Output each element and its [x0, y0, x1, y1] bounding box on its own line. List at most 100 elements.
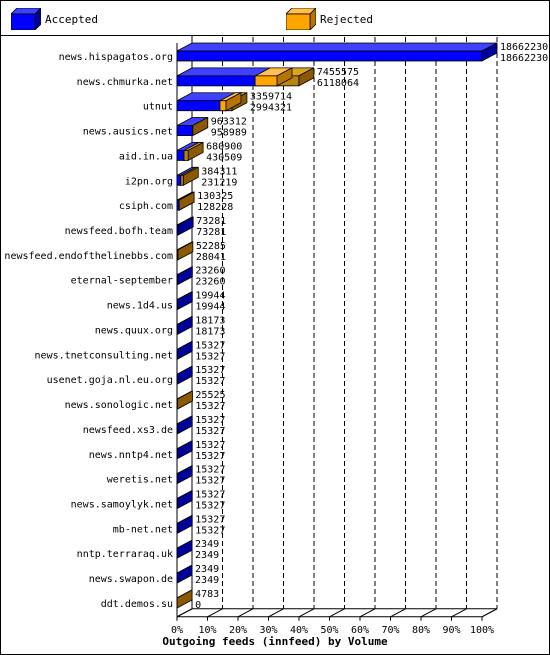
x-tick-label: 0%	[171, 625, 183, 636]
category-label: news.ausics.net	[83, 127, 173, 138]
bar-accepted-excess	[183, 141, 204, 162]
bar-accepted	[176, 365, 193, 385]
category-label: news.1d4.us	[107, 301, 173, 312]
bar-accepted-excess	[176, 589, 193, 609]
legend-label-rejected: Rejected	[320, 13, 373, 26]
category-label: i2pn.org	[125, 176, 173, 187]
x-tick-label: 90%	[442, 625, 460, 636]
legend-label-accepted: Accepted	[45, 13, 98, 26]
value-label-rejected: 128228	[197, 202, 233, 213]
x-tick-label: 20%	[229, 625, 247, 636]
value-label-accepted: 18173	[195, 315, 225, 326]
category-label: news.chmurka.net	[77, 77, 173, 88]
value-label-accepted: 15327	[195, 465, 225, 476]
bar-accepted	[176, 290, 193, 311]
bar-accepted	[176, 464, 193, 485]
value-label-accepted: 15327	[195, 415, 225, 426]
floor-tick	[481, 608, 498, 618]
x-tick-label: 10%	[198, 625, 216, 636]
category-label: newsfeed.bofh.team	[65, 226, 173, 237]
bar-accepted	[176, 489, 193, 510]
floor-tick	[268, 608, 284, 618]
category-label: ddt.demos.su	[101, 599, 173, 610]
bar-accepted	[176, 440, 193, 460]
value-label-accepted: 15327	[195, 489, 225, 500]
x-tick-label: 70%	[381, 625, 399, 636]
category-label: news.quux.org	[95, 325, 173, 336]
floor-tick	[359, 608, 376, 618]
value-label-rejected: 15327	[195, 525, 225, 536]
floor-tick	[420, 608, 437, 618]
value-label-rejected: 2349	[195, 550, 219, 561]
value-label-accepted: 73281	[196, 216, 226, 227]
value-label-rejected: 28041	[196, 252, 226, 263]
value-label-rejected: 23260	[195, 277, 225, 288]
value-label-accepted: 4783	[195, 589, 219, 600]
bar-accepted-excess	[192, 116, 209, 137]
category-label: newsfeed.endofthelinebbs.com	[4, 251, 173, 262]
bar-accepted-excess	[180, 166, 199, 186]
value-label-accepted: 15327	[195, 365, 225, 376]
value-label-rejected: 0	[195, 600, 201, 611]
value-label-accepted: 52285	[196, 241, 226, 252]
bar-rejected	[254, 67, 293, 87]
x-tick-label: 30%	[259, 625, 277, 636]
value-label-rejected: 19944	[195, 302, 225, 313]
category-label: news.sonologic.net	[65, 400, 173, 411]
value-label-rejected: 2349	[195, 575, 219, 586]
bar-accepted	[176, 266, 193, 286]
x-tick-label: 100%	[470, 625, 494, 636]
value-label-accepted: 25525	[195, 390, 225, 401]
value-label-rejected: 15327	[195, 376, 225, 387]
floor-tick	[451, 608, 467, 618]
value-label-rejected: 958989	[211, 128, 247, 139]
value-label-rejected: 15327	[195, 476, 225, 487]
category-label: news.swapon.de	[89, 574, 173, 585]
floor-tick	[207, 608, 223, 618]
category-label: mb-net.net	[113, 524, 173, 535]
value-label-rejected: 15327	[195, 500, 225, 511]
value-label-accepted: 680900	[206, 141, 242, 152]
legend: Accepted Rejected	[1, 1, 549, 36]
floor-tick	[390, 608, 406, 618]
bar-accepted	[176, 216, 194, 236]
category-label: nntp.terraraq.uk	[77, 549, 173, 560]
x-tick-label: 40%	[290, 625, 308, 636]
bar-accepted	[176, 42, 498, 62]
category-label: weretis.net	[107, 475, 173, 486]
value-label-accepted: 3359714	[250, 92, 292, 103]
category-label: news.nntp4.net	[89, 450, 173, 461]
bar-accepted	[176, 315, 193, 336]
value-label-rejected: 73281	[196, 227, 226, 238]
category-label: news.samoylyk.net	[71, 499, 173, 510]
bar-accepted	[176, 415, 193, 435]
bar-accepted	[176, 514, 193, 535]
value-label-accepted: 19944	[195, 291, 225, 302]
value-label-accepted: 23260	[195, 266, 225, 277]
category-label: aid.in.ua	[119, 151, 173, 162]
category-label: news.tnetconsulting.net	[35, 350, 173, 361]
value-label-rejected: 18173	[195, 326, 225, 337]
value-label-rejected: 2994321	[250, 103, 292, 114]
value-label-accepted: 15327	[195, 514, 225, 525]
category-label: news.hispagatos.org	[59, 52, 173, 63]
value-label-accepted: 384311	[201, 166, 237, 177]
value-label-rejected: 15327	[195, 401, 225, 412]
value-label-accepted: 15327	[195, 440, 225, 451]
x-tick-label: 80%	[412, 625, 430, 636]
value-label-accepted: 2349	[195, 564, 219, 575]
value-label-accepted: 130325	[197, 191, 233, 202]
floor-tick	[176, 608, 193, 618]
value-label-accepted: 15327	[195, 340, 225, 351]
bar-accepted-excess	[176, 390, 193, 410]
x-tick-label: 60%	[351, 625, 369, 636]
value-label-accepted: 18662230	[500, 42, 548, 53]
value-label-accepted: 963312	[211, 117, 247, 128]
chart-title: Outgoing feeds (innfeed) by Volume	[162, 635, 388, 648]
category-label: usenet.goja.nl.eu.org	[47, 375, 173, 386]
category-label: newsfeed.xs3.de	[83, 425, 173, 436]
category-label: eternal-september	[71, 276, 173, 287]
value-label-rejected: 15327	[195, 451, 225, 462]
